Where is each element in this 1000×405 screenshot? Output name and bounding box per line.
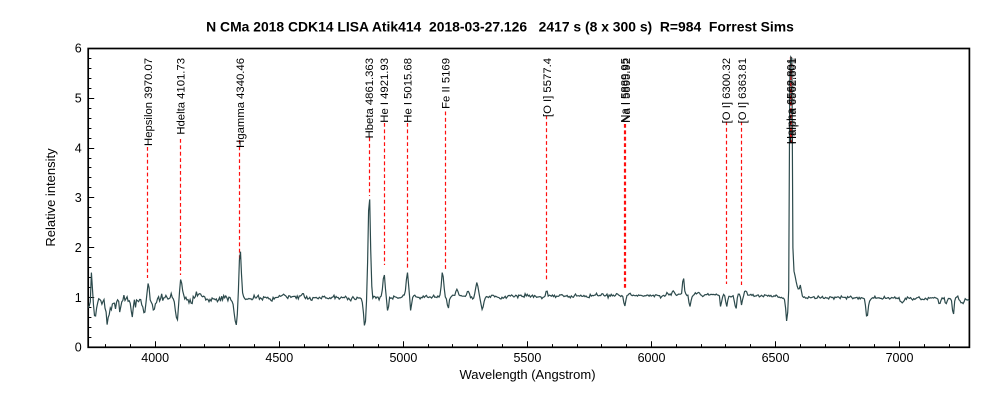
svg-text:He I 5015.68: He I 5015.68: [402, 58, 414, 123]
svg-text:4000: 4000: [141, 351, 169, 365]
svg-text:Na I 5895.92: Na I 5895.92: [621, 58, 633, 123]
svg-text:Relative intensity: Relative intensity: [43, 148, 58, 247]
svg-text:Wavelength (Angstrom): Wavelength (Angstrom): [459, 367, 595, 382]
svg-text:0: 0: [75, 341, 82, 355]
svg-text:[O I] 6363.81: [O I] 6363.81: [737, 58, 749, 123]
svg-text:He I 4921.93: He I 4921.93: [379, 58, 391, 123]
svg-text:[O I] 6300.32: [O I] 6300.32: [721, 58, 733, 123]
svg-text:5500: 5500: [513, 351, 541, 365]
svg-text:Halpha 6562.801: Halpha 6562.801: [786, 58, 798, 144]
svg-text:5000: 5000: [389, 351, 417, 365]
svg-text:Hdelta 4101.73: Hdelta 4101.73: [176, 58, 188, 135]
svg-text:6000: 6000: [638, 351, 666, 365]
svg-text:Na I 5889.95: Na I 5889.95: [619, 58, 631, 123]
svg-text:Halpha 6562.801: Halpha 6562.801: [787, 58, 799, 144]
svg-text:5: 5: [75, 92, 82, 106]
svg-text:Hepsilon 3970.07: Hepsilon 3970.07: [143, 58, 155, 146]
svg-text:Hgamma 4340.46: Hgamma 4340.46: [235, 58, 247, 148]
svg-text:N CMa 2018 CDK14 LISA Atik414: N CMa 2018 CDK14 LISA Atik414 2018-03-27…: [206, 19, 794, 35]
svg-text:3: 3: [75, 191, 82, 205]
svg-text:6500: 6500: [762, 351, 790, 365]
svg-text:Fe II 5169: Fe II 5169: [441, 58, 453, 109]
svg-text:[O I] 5577.4: [O I] 5577.4: [542, 58, 554, 117]
svg-text:Hbeta 4861.363: Hbeta 4861.363: [364, 58, 376, 138]
svg-text:1: 1: [75, 291, 82, 305]
svg-text:4: 4: [75, 141, 82, 155]
svg-text:4500: 4500: [265, 351, 293, 365]
svg-text:6: 6: [75, 42, 82, 56]
svg-text:2: 2: [75, 241, 82, 255]
svg-text:7000: 7000: [886, 351, 914, 365]
